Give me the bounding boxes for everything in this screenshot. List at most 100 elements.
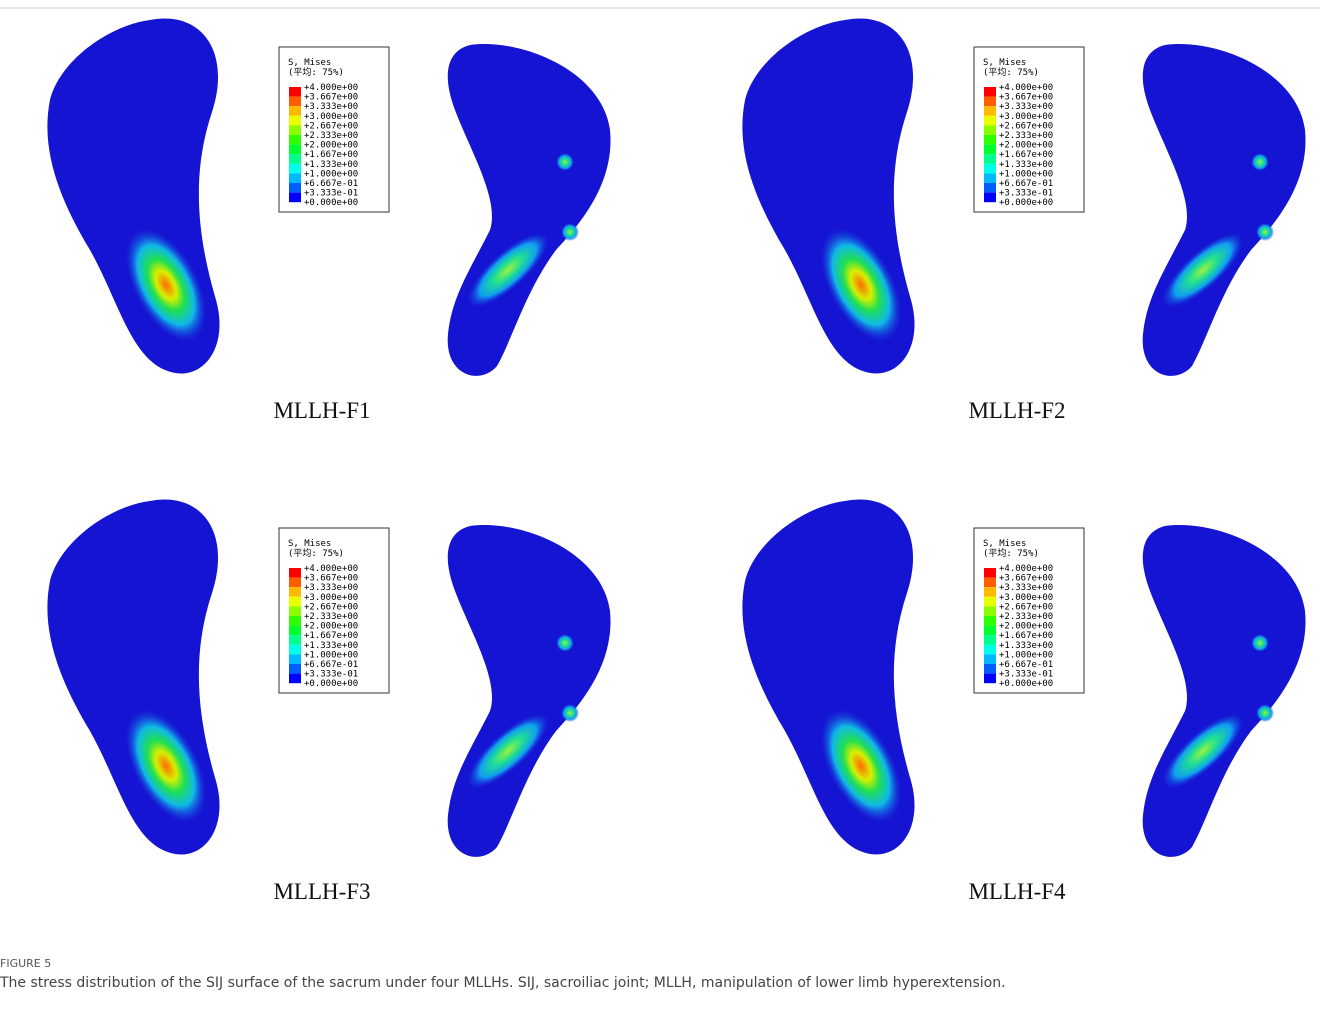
figure: S, Mises(平均: 75%)+4.000e+00+3.667e+00+3.… xyxy=(0,0,1319,950)
legend-swatch xyxy=(984,597,996,607)
stress-hotspot xyxy=(561,704,579,722)
legend-swatch xyxy=(289,106,301,116)
legend-label: +0.000e+00 xyxy=(304,679,358,689)
stress-hotspot xyxy=(561,223,579,241)
legend-swatch xyxy=(984,125,996,135)
stress-hotspot xyxy=(1251,634,1269,652)
legend-label: +1.667e+00 xyxy=(999,150,1053,160)
legend-label: +3.333e+00 xyxy=(304,583,358,593)
figure-container: S, Mises(平均: 75%)+4.000e+00+3.667e+00+3.… xyxy=(0,0,1319,1028)
legend: S, Mises(平均: 75%)+4.000e+00+3.667e+00+3.… xyxy=(279,47,389,212)
figure-caption: The stress distribution of the SIJ surfa… xyxy=(0,975,1006,991)
legend-label: +3.667e+00 xyxy=(304,93,358,103)
panel: S, Mises(平均: 75%)+4.000e+00+3.667e+00+3.… xyxy=(742,18,1305,423)
legend-label: +2.667e+00 xyxy=(304,121,358,131)
legend-swatch xyxy=(289,674,301,684)
legend-label: +1.000e+00 xyxy=(999,169,1053,179)
legend-label: +3.333e-01 xyxy=(999,670,1053,680)
legend-label: +1.000e+00 xyxy=(304,169,358,179)
legend-swatch xyxy=(289,645,301,655)
legend-label: +0.000e+00 xyxy=(304,198,358,208)
legend-swatch xyxy=(984,587,996,597)
sacrum-surface xyxy=(448,44,611,376)
legend-swatch xyxy=(984,135,996,145)
legend-swatch xyxy=(984,606,996,616)
legend-label: +2.667e+00 xyxy=(999,602,1053,612)
legend-label: +1.333e+00 xyxy=(999,160,1053,170)
legend-subtitle: (平均: 75%) xyxy=(288,547,344,559)
legend-label: +2.000e+00 xyxy=(999,622,1053,632)
legend-label: +3.000e+00 xyxy=(999,112,1053,122)
legend-label: +4.000e+00 xyxy=(999,564,1053,574)
legend-swatch xyxy=(289,626,301,636)
legend-title: S, Mises xyxy=(288,58,331,68)
legend-label: +3.000e+00 xyxy=(304,112,358,122)
legend-swatch xyxy=(289,578,301,588)
legend-label: +3.333e-01 xyxy=(304,189,358,199)
legend-label: +3.000e+00 xyxy=(999,593,1053,603)
legend-swatch xyxy=(289,193,301,203)
panel: S, Mises(平均: 75%)+4.000e+00+3.667e+00+3.… xyxy=(47,499,610,904)
legend-label: +3.333e-01 xyxy=(304,670,358,680)
legend-swatch xyxy=(984,645,996,655)
legend-label: +4.000e+00 xyxy=(999,83,1053,93)
legend-subtitle: (平均: 75%) xyxy=(983,547,1039,559)
legend-label: +6.667e-01 xyxy=(304,179,358,189)
stress-hotspot xyxy=(1251,153,1269,171)
legend-label: +1.667e+00 xyxy=(304,150,358,160)
legend-swatch xyxy=(289,135,301,145)
legend-swatch xyxy=(984,193,996,203)
legend-swatch xyxy=(289,154,301,164)
legend-swatch xyxy=(289,616,301,626)
panel-label: MLLH-F1 xyxy=(273,398,370,423)
legend-label: +2.333e+00 xyxy=(999,131,1053,141)
stress-hotspot xyxy=(556,634,574,652)
legend-swatch xyxy=(984,616,996,626)
legend-swatch xyxy=(984,116,996,126)
legend-swatch xyxy=(289,597,301,607)
legend-swatch xyxy=(984,578,996,588)
legend-subtitle: (平均: 75%) xyxy=(983,66,1039,78)
legend-label: +1.333e+00 xyxy=(999,641,1053,651)
legend-swatch xyxy=(289,664,301,674)
legend-swatch xyxy=(984,164,996,174)
sacrum-surface xyxy=(1143,44,1306,376)
legend-swatch xyxy=(984,626,996,636)
legend-label: +3.667e+00 xyxy=(304,574,358,584)
legend-label: +3.000e+00 xyxy=(304,593,358,603)
legend-title: S, Mises xyxy=(983,58,1026,68)
legend-swatch xyxy=(289,587,301,597)
legend-label: +2.333e+00 xyxy=(999,612,1053,622)
legend-swatch xyxy=(289,125,301,135)
stress-hotspot xyxy=(1256,704,1274,722)
legend: S, Mises(平均: 75%)+4.000e+00+3.667e+00+3.… xyxy=(279,528,389,693)
legend-swatch xyxy=(984,674,996,684)
sacrum-surface xyxy=(448,525,611,857)
legend-title: S, Mises xyxy=(983,539,1026,549)
legend-label: +3.333e+00 xyxy=(304,102,358,112)
legend-label: +3.333e+00 xyxy=(999,102,1053,112)
legend: S, Mises(平均: 75%)+4.000e+00+3.667e+00+3.… xyxy=(974,528,1084,693)
legend-swatch xyxy=(984,568,996,578)
legend-swatch xyxy=(984,664,996,674)
legend-label: +6.667e-01 xyxy=(304,660,358,670)
stress-hotspot xyxy=(556,153,574,171)
legend-subtitle: (平均: 75%) xyxy=(288,66,344,78)
legend-swatch xyxy=(289,145,301,155)
legend-label: +1.333e+00 xyxy=(304,160,358,170)
legend-label: +2.000e+00 xyxy=(304,141,358,151)
legend-label: +2.000e+00 xyxy=(304,622,358,632)
legend-swatch xyxy=(289,183,301,193)
legend-label: +3.333e+00 xyxy=(999,583,1053,593)
legend-label: +1.000e+00 xyxy=(304,650,358,660)
legend-swatch xyxy=(984,183,996,193)
legend-swatch xyxy=(984,635,996,645)
page: S, Mises(平均: 75%)+4.000e+00+3.667e+00+3.… xyxy=(0,0,1319,1028)
figure-number: FIGURE 5 xyxy=(0,957,51,970)
legend-label: +3.667e+00 xyxy=(999,93,1053,103)
legend-swatch xyxy=(289,97,301,107)
panel-label: MLLH-F3 xyxy=(273,879,370,904)
legend-label: +4.000e+00 xyxy=(304,83,358,93)
legend-swatch xyxy=(984,97,996,107)
legend-swatch xyxy=(984,654,996,664)
